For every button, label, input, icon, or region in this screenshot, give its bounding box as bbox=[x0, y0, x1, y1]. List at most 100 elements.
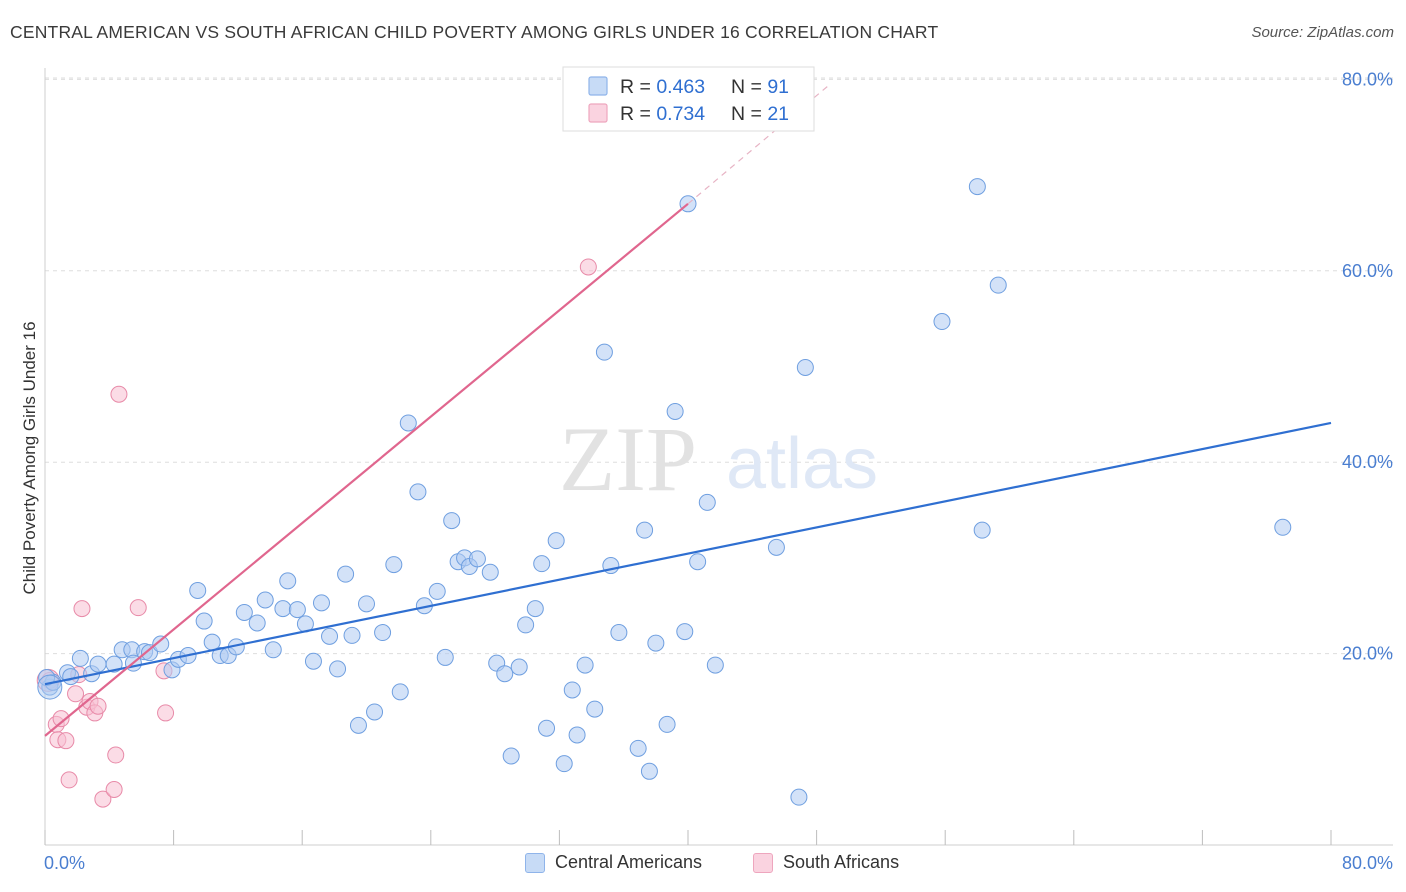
data-point bbox=[107, 746, 125, 764]
legend-stats-row: R = 0.463 bbox=[620, 76, 705, 98]
data-point bbox=[533, 555, 551, 573]
tick-labels: 20.0% 40.0% 60.0% 80.0% 0.0% 80.0% bbox=[44, 69, 1393, 873]
data-point bbox=[796, 358, 814, 376]
zipatlas-watermark: ZIP atlas bbox=[559, 408, 878, 510]
data-point bbox=[89, 655, 107, 673]
data-point bbox=[595, 343, 613, 361]
data-point bbox=[1274, 518, 1292, 536]
data-point bbox=[689, 553, 707, 571]
trend-line-extension bbox=[687, 85, 829, 205]
data-point bbox=[640, 762, 658, 780]
trend-line-central-americans bbox=[44, 421, 1332, 686]
data-point bbox=[67, 685, 85, 703]
legend-item-central-americans: Central Americans bbox=[525, 852, 702, 873]
data-point bbox=[579, 258, 597, 276]
data-point bbox=[586, 700, 604, 718]
watermark-atlas: atlas bbox=[726, 424, 878, 504]
data-point bbox=[195, 612, 213, 630]
legend-bottom: Central Americans South Africans bbox=[0, 852, 1406, 878]
data-point bbox=[526, 600, 544, 618]
data-point bbox=[576, 656, 594, 674]
legend-r-label: R = bbox=[620, 76, 656, 98]
data-point bbox=[629, 739, 647, 757]
data-point bbox=[547, 532, 565, 550]
data-point bbox=[502, 747, 520, 765]
data-point bbox=[706, 656, 724, 674]
x-tick-label-min: 0.0% bbox=[44, 853, 85, 873]
data-point bbox=[391, 683, 409, 701]
data-point bbox=[235, 603, 253, 621]
legend-stats-n: N = 21 bbox=[731, 103, 789, 125]
data-point bbox=[790, 788, 808, 806]
data-point bbox=[71, 649, 89, 667]
y-tick-label: 20.0% bbox=[1342, 644, 1393, 664]
south-africans-points bbox=[36, 258, 597, 808]
data-point bbox=[62, 668, 80, 686]
legend-swatch-pink bbox=[753, 852, 773, 873]
data-point bbox=[321, 627, 339, 645]
data-point bbox=[329, 660, 347, 678]
x-tick-label-max: 80.0% bbox=[1342, 853, 1393, 873]
y-tick-label: 60.0% bbox=[1342, 261, 1393, 281]
chart-title: CENTRAL AMERICAN VS SOUTH AFRICAN CHILD … bbox=[10, 22, 939, 42]
data-point bbox=[89, 697, 107, 715]
legend-swatch-blue bbox=[525, 852, 545, 873]
data-point bbox=[563, 681, 581, 699]
legend-label-south-africans: South Africans bbox=[783, 852, 900, 872]
legend-n-label: N = bbox=[731, 76, 767, 98]
data-point bbox=[337, 565, 355, 583]
legend-label-central-americans: Central Americans bbox=[555, 852, 703, 872]
legend-r-label: R = bbox=[620, 103, 656, 125]
data-point bbox=[568, 726, 586, 744]
legend-n-value: 91 bbox=[767, 76, 789, 98]
data-point bbox=[658, 715, 676, 733]
data-point bbox=[312, 594, 330, 612]
data-point bbox=[57, 732, 75, 750]
data-point bbox=[264, 641, 282, 659]
legend-stats-swatch bbox=[588, 103, 608, 123]
source-label: Source: ZipAtlas.com bbox=[1251, 24, 1394, 41]
data-point bbox=[538, 719, 556, 737]
legend-r-value: 0.463 bbox=[656, 76, 705, 98]
data-point bbox=[304, 652, 322, 670]
watermark-zip: ZIP bbox=[559, 408, 697, 510]
axes bbox=[44, 68, 1393, 846]
data-point bbox=[374, 624, 392, 642]
data-point bbox=[140, 644, 158, 662]
legend-item-south-africans: South Africans bbox=[753, 852, 899, 873]
data-point bbox=[399, 414, 417, 432]
data-point bbox=[152, 635, 170, 653]
data-point bbox=[105, 780, 123, 798]
y-tick-label: 40.0% bbox=[1342, 452, 1393, 472]
data-point bbox=[409, 483, 427, 501]
data-point bbox=[343, 626, 361, 644]
data-point bbox=[698, 493, 716, 511]
data-point bbox=[110, 385, 128, 403]
trend-lines bbox=[44, 85, 1332, 737]
data-point bbox=[610, 624, 628, 642]
data-point bbox=[274, 600, 292, 618]
data-point bbox=[767, 538, 785, 556]
data-point bbox=[636, 521, 654, 539]
data-point bbox=[73, 600, 91, 618]
data-point bbox=[666, 402, 684, 420]
data-point bbox=[358, 595, 375, 613]
data-point bbox=[189, 581, 207, 599]
data-point bbox=[443, 512, 461, 530]
data-point bbox=[517, 616, 535, 634]
central-americans-points bbox=[37, 178, 1292, 806]
data-point bbox=[496, 665, 514, 683]
data-point-cluster bbox=[37, 674, 63, 700]
data-point bbox=[349, 716, 367, 734]
legend-stats-row: R = 0.734 bbox=[620, 103, 705, 125]
legend-stats-swatch bbox=[588, 76, 608, 96]
data-point bbox=[989, 276, 1007, 294]
legend-n-value: 21 bbox=[767, 103, 789, 125]
data-point bbox=[973, 521, 991, 539]
data-point bbox=[279, 572, 297, 590]
data-point bbox=[288, 601, 306, 619]
data-point bbox=[248, 614, 266, 632]
data-point bbox=[52, 710, 70, 728]
data-point bbox=[647, 634, 665, 652]
